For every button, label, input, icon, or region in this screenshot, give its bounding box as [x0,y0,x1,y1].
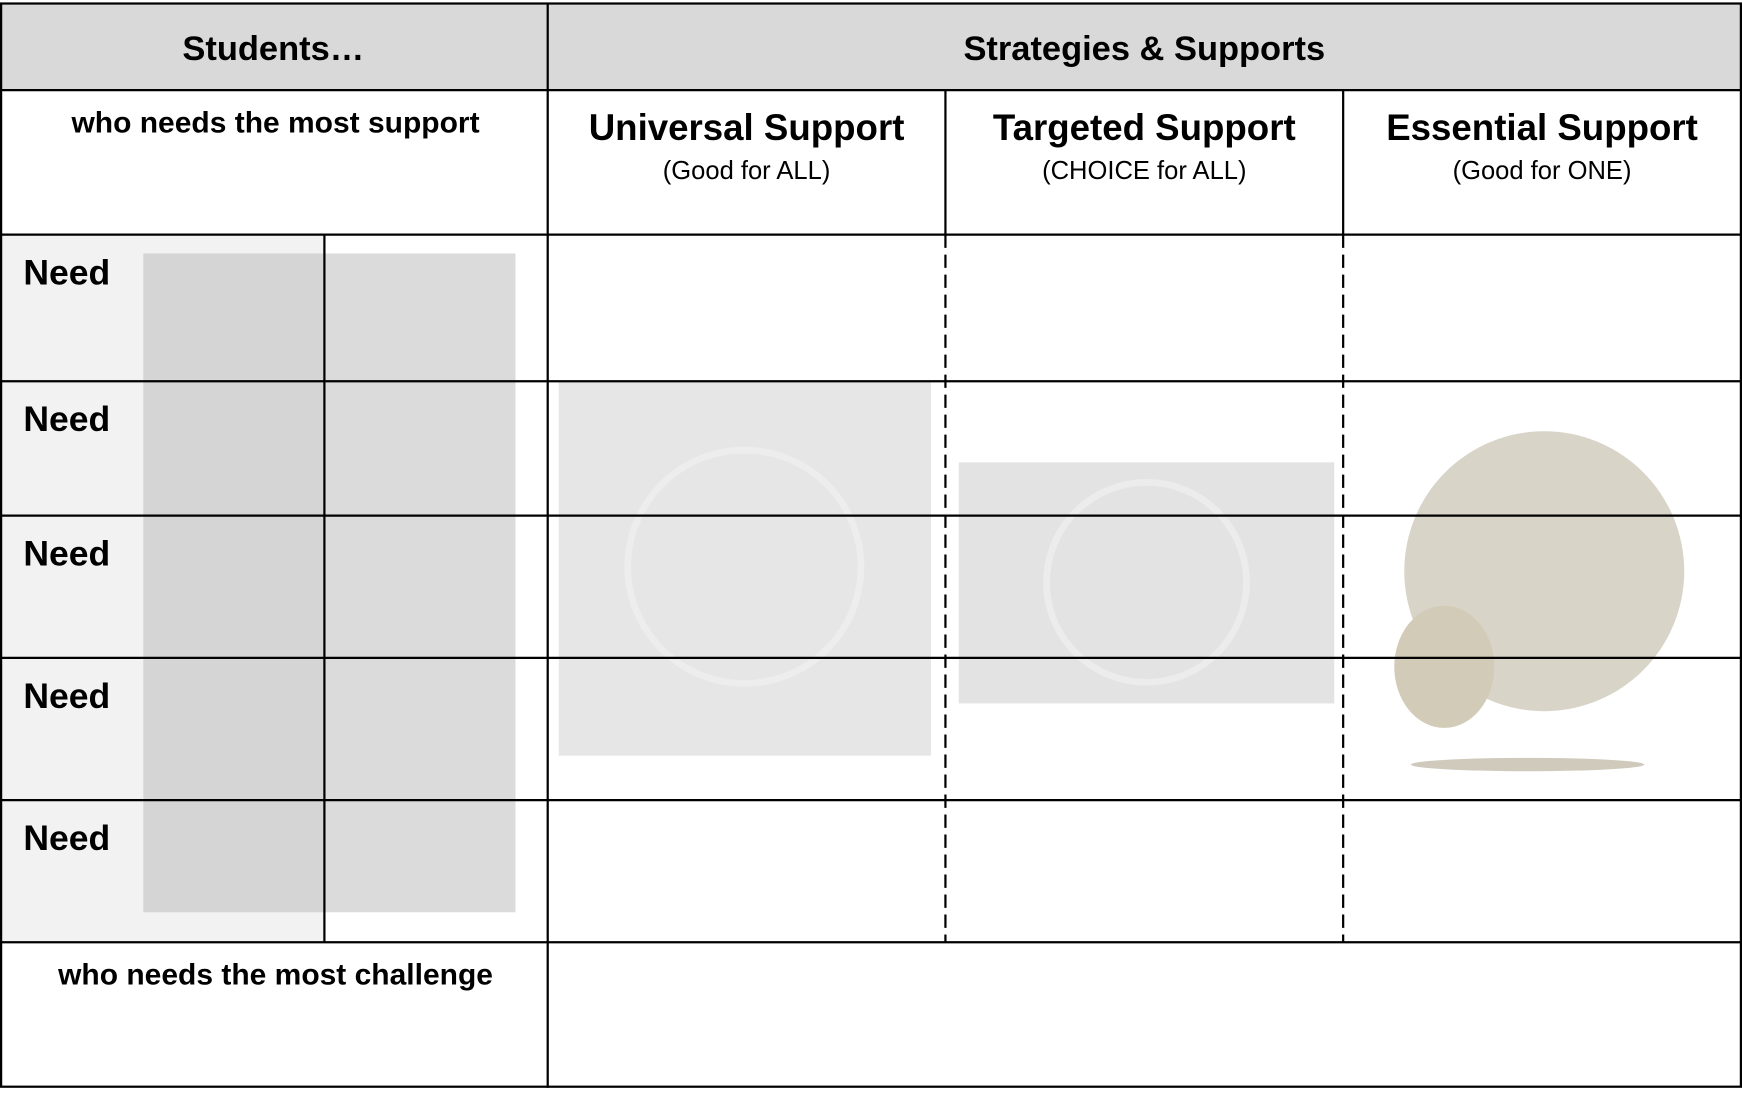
column-subtitle: (CHOICE for ALL) [1042,157,1246,185]
column-subtitle: (Good for ONE) [1453,157,1632,185]
need-label: Need [23,818,110,858]
need-label: Need [23,399,110,439]
need-label: Need [23,534,110,574]
strategies-header: Strategies & Supports [963,30,1325,68]
students-header: Students… [182,30,364,68]
header-background [0,3,1742,91]
emoji-hand [1394,605,1495,728]
need-label: Need [23,676,110,716]
clock-outline [624,446,865,687]
cake-image [143,253,516,913]
column-title: Targeted Support [993,107,1296,148]
bottom-label: who needs the most challenge [57,958,493,991]
column-title: Universal Support [589,107,905,148]
top-label: who needs the most support [70,106,479,139]
clock-image [558,381,931,756]
need-label: Need [23,253,110,293]
plate-image [958,462,1335,704]
plate-outline [1043,479,1250,686]
column-subtitle: (Good for ALL) [663,157,831,185]
emoji-shadow [1410,757,1645,772]
column-title: Essential Support [1386,107,1698,148]
